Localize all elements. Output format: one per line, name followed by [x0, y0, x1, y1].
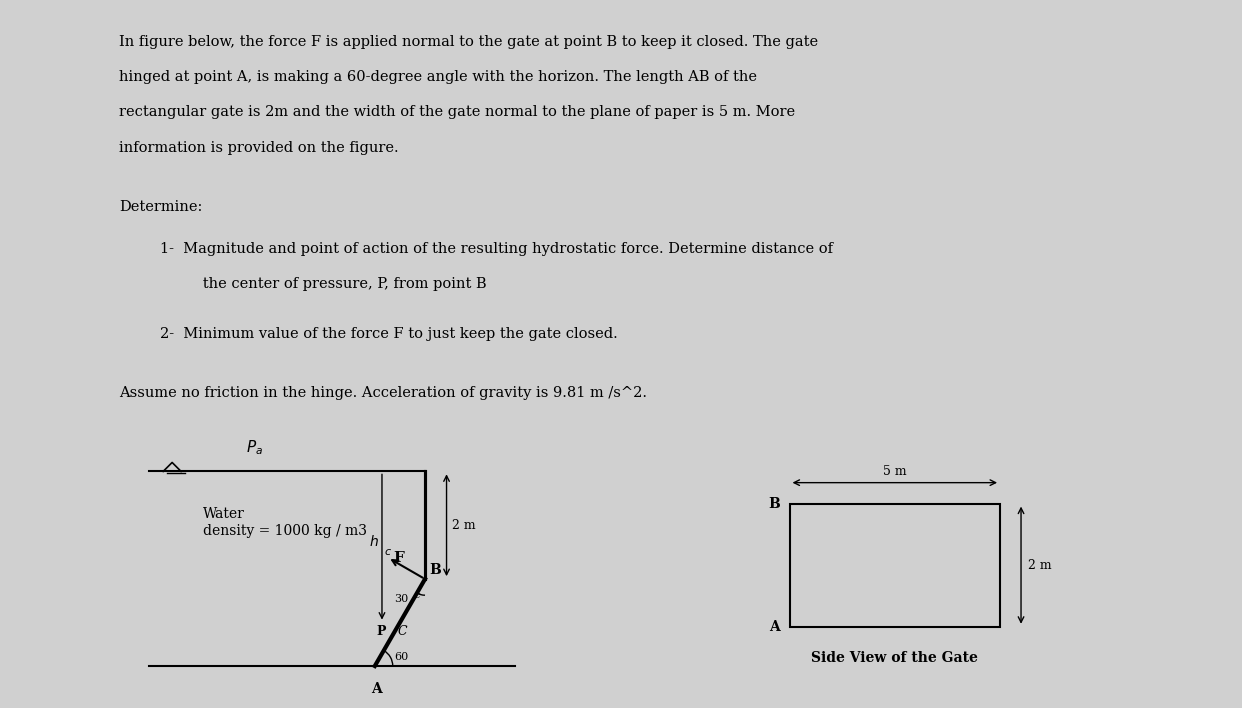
Text: 2 m: 2 m [1027, 559, 1051, 571]
Text: A: A [371, 683, 383, 696]
Text: B: B [430, 564, 441, 577]
Text: A: A [769, 620, 780, 634]
Text: the center of pressure, P, from point B: the center of pressure, P, from point B [175, 278, 487, 291]
Text: 60: 60 [395, 652, 409, 662]
Text: B: B [768, 497, 780, 510]
Text: 1-  Magnitude and point of action of the resulting hydrostatic force. Determine : 1- Magnitude and point of action of the … [160, 242, 833, 256]
Text: $h$: $h$ [369, 534, 379, 549]
Text: F: F [394, 551, 404, 564]
Text: information is provided on the figure.: information is provided on the figure. [119, 141, 399, 154]
Text: 2 m: 2 m [452, 519, 476, 532]
Text: $c$: $c$ [384, 547, 391, 557]
Text: Assume no friction in the hinge. Acceleration of gravity is 9.81 m /s^2.: Assume no friction in the hinge. Acceler… [119, 386, 647, 400]
Text: In figure below, the force F is applied normal to the gate at point B to keep it: In figure below, the force F is applied … [119, 35, 818, 49]
Text: rectangular gate is 2m and the width of the gate normal to the plane of paper is: rectangular gate is 2m and the width of … [119, 105, 795, 119]
Text: 5 m: 5 m [883, 464, 907, 478]
Text: Determine:: Determine: [119, 200, 202, 214]
Text: 2-  Minimum value of the force F to just keep the gate closed.: 2- Minimum value of the force F to just … [160, 326, 617, 341]
Bar [790, 503, 1000, 627]
Text: c: c [415, 591, 421, 600]
Text: Side View of the Gate: Side View of the Gate [811, 651, 979, 665]
Text: Water: Water [202, 508, 245, 522]
Text: 30: 30 [395, 594, 409, 604]
Text: P: P [376, 624, 386, 638]
Text: $P_a$: $P_a$ [246, 438, 262, 457]
Text: density = 1000 kg / m3: density = 1000 kg / m3 [202, 524, 366, 537]
Text: hinged at point A, is making a 60-degree angle with the horizon. The length AB o: hinged at point A, is making a 60-degree… [119, 70, 756, 84]
Text: C: C [397, 624, 407, 638]
